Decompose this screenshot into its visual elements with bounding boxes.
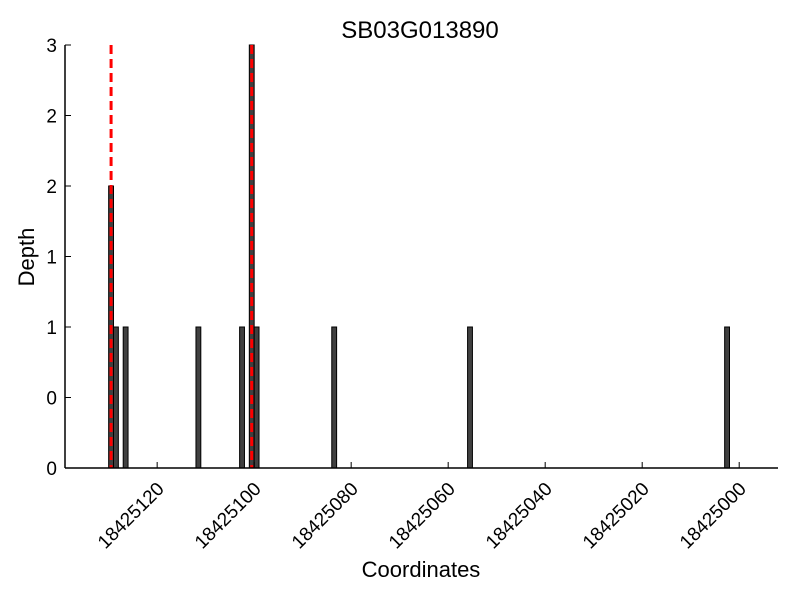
- bar: [239, 326, 245, 469]
- x-tick-label: 18425080: [288, 479, 363, 554]
- y-tick-label: 2: [46, 107, 57, 128]
- bar: [467, 326, 473, 469]
- y-tick-label: 1: [46, 248, 57, 269]
- chart-title: SB03G013890: [341, 17, 498, 44]
- bar: [253, 326, 260, 469]
- axes: 0 0 1 1 2 2 3 18425120 18425100 18425080 18425060 1…: [46, 36, 778, 553]
- x-tick-label: 18425020: [579, 479, 654, 554]
- x-tick-label: 18425060: [385, 479, 460, 554]
- bar: [195, 326, 202, 469]
- y-tick-label: 3: [46, 36, 57, 57]
- bar: [122, 326, 129, 469]
- x-tick-label: 18425040: [482, 479, 557, 554]
- x-tick-label: 18425000: [676, 479, 751, 554]
- y-tick-label: 0: [46, 459, 57, 480]
- markers: [109, 45, 254, 468]
- bar: [331, 326, 338, 469]
- bar: [113, 326, 119, 469]
- bars: [108, 44, 730, 469]
- x-tick-label: 18425100: [191, 479, 266, 554]
- x-axis-label: Coordinates: [362, 557, 481, 582]
- bar: [724, 326, 730, 469]
- y-tick-label: 0: [46, 389, 57, 410]
- y-tick-label: 2: [46, 177, 57, 198]
- x-tick-label: 18425120: [94, 479, 169, 554]
- y-axis-label: Depth: [14, 228, 39, 287]
- y-tick-label: 1: [46, 318, 57, 339]
